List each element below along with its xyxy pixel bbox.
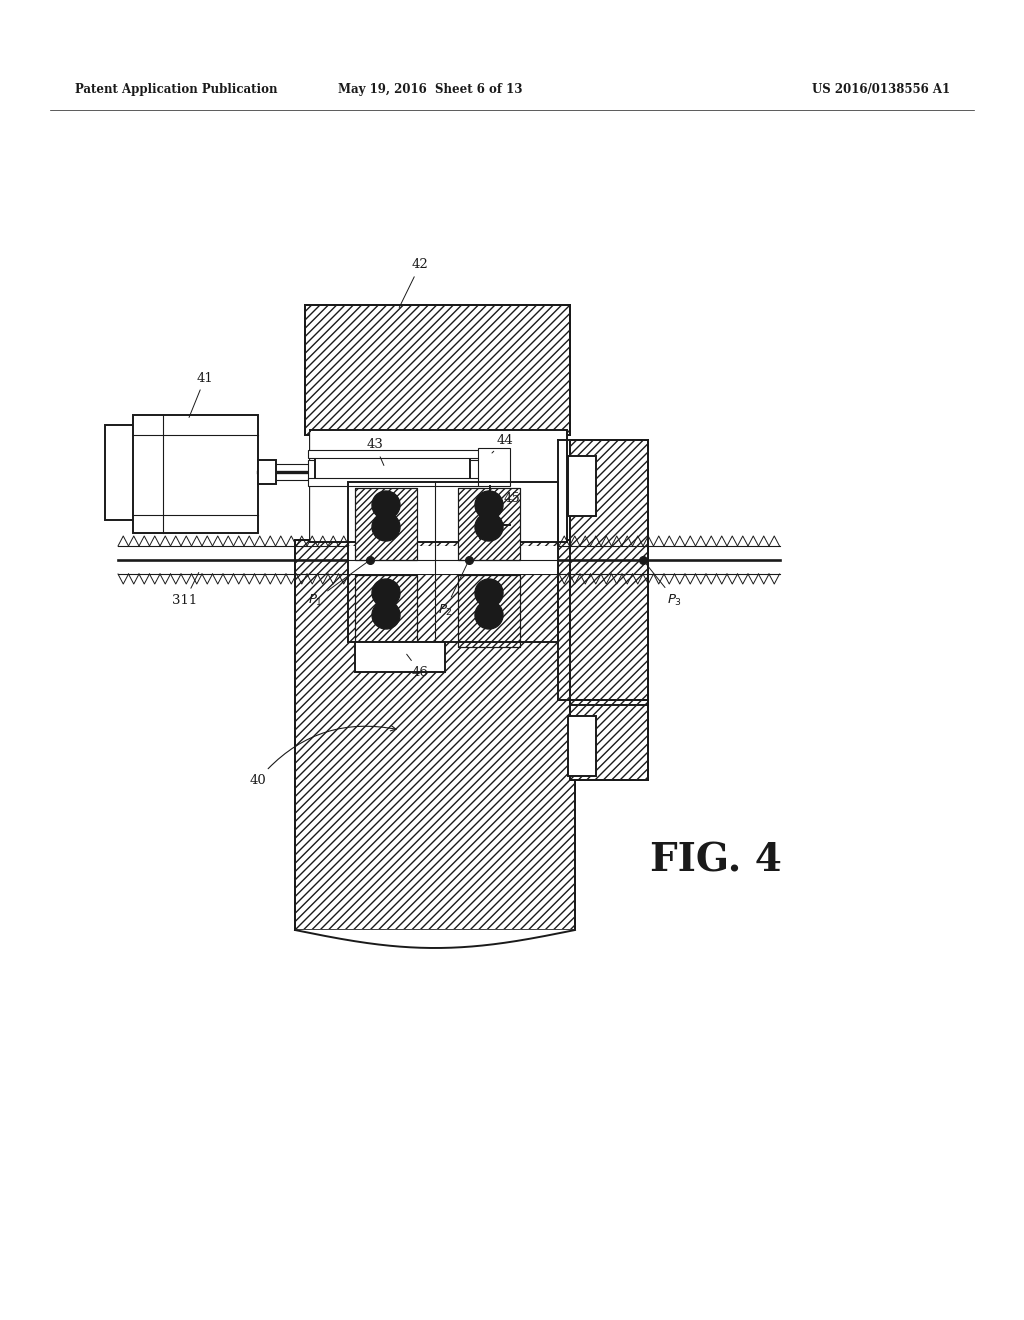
Bar [355, 488, 417, 560]
Circle shape [379, 586, 393, 601]
Circle shape [475, 579, 503, 607]
Circle shape [372, 579, 400, 607]
Circle shape [482, 498, 496, 512]
Bar [478, 447, 510, 486]
Bar [308, 459, 480, 480]
Bar [133, 414, 258, 533]
Bar [458, 488, 520, 560]
Text: $P_2$: $P_2$ [437, 562, 468, 618]
Bar [458, 576, 520, 647]
Bar [310, 430, 567, 543]
Circle shape [372, 513, 400, 541]
Circle shape [482, 586, 496, 601]
Text: 41: 41 [189, 371, 213, 417]
Text: 40: 40 [250, 726, 396, 787]
Bar [355, 576, 417, 647]
Bar [568, 455, 596, 516]
Bar [570, 440, 648, 705]
Text: 44: 44 [492, 433, 513, 453]
Bar [568, 715, 596, 776]
Circle shape [475, 601, 503, 630]
Bar [310, 432, 446, 540]
Bar [458, 576, 520, 647]
Circle shape [475, 513, 503, 541]
Text: 311: 311 [172, 573, 199, 606]
Bar [355, 642, 445, 672]
Circle shape [379, 498, 393, 512]
Text: 43: 43 [367, 438, 384, 466]
Bar [305, 305, 570, 436]
Circle shape [372, 601, 400, 630]
Bar [355, 576, 417, 647]
Bar [348, 546, 558, 574]
Circle shape [379, 609, 393, 622]
Text: FIG. 4: FIG. 4 [650, 841, 782, 879]
Bar [315, 455, 470, 484]
Bar [295, 540, 575, 931]
Bar [348, 482, 558, 642]
Bar [305, 305, 570, 436]
Text: May 19, 2016  Sheet 6 of 13: May 19, 2016 Sheet 6 of 13 [338, 83, 522, 96]
Circle shape [482, 609, 496, 622]
Bar [308, 450, 483, 458]
Circle shape [475, 491, 503, 519]
Text: 46: 46 [407, 655, 428, 678]
Text: US 2016/0138556 A1: US 2016/0138556 A1 [812, 83, 950, 96]
Bar [570, 700, 648, 780]
Text: 42: 42 [399, 259, 428, 308]
Bar [458, 488, 520, 560]
Bar [308, 478, 483, 486]
Text: $P_1$: $P_1$ [307, 561, 368, 607]
Circle shape [482, 520, 496, 535]
Bar [570, 700, 648, 780]
Text: $P_3$: $P_3$ [645, 562, 683, 607]
Bar [295, 540, 575, 931]
Text: Patent Application Publication: Patent Application Publication [75, 83, 278, 96]
Circle shape [379, 520, 393, 535]
Circle shape [372, 491, 400, 519]
Bar [258, 459, 276, 484]
Bar [570, 440, 648, 705]
Bar [105, 425, 135, 520]
Text: 45: 45 [498, 491, 520, 510]
Bar [355, 488, 417, 560]
